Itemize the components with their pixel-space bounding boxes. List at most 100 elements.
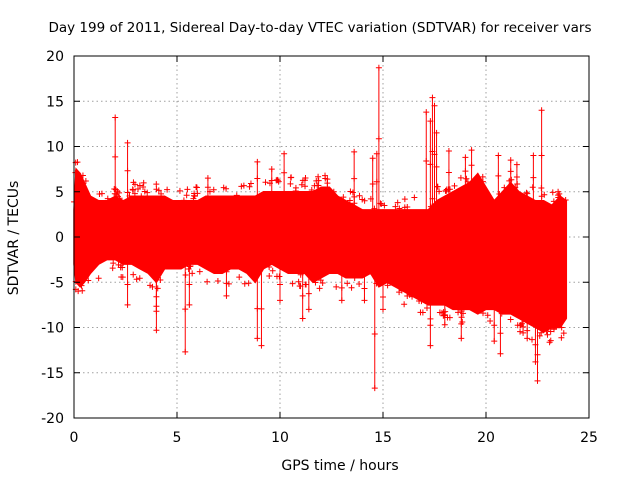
data-point: [507, 316, 514, 323]
spike-point: [468, 147, 475, 154]
data-point: [451, 182, 458, 189]
data-point: [116, 189, 123, 196]
data-point: [562, 196, 569, 203]
data-point: [508, 176, 515, 183]
data-point: [322, 172, 329, 179]
spike-point: [538, 107, 545, 114]
spike-point: [375, 64, 382, 71]
data-point: [546, 339, 553, 346]
spike-point: [491, 338, 498, 345]
spike-point: [351, 175, 358, 182]
spike-point: [534, 351, 541, 358]
x-tick-label: 0: [70, 430, 79, 446]
data-point: [153, 181, 160, 188]
spike-point: [427, 322, 434, 329]
data-point: [136, 275, 143, 282]
spike-point: [431, 102, 438, 109]
data-point: [298, 181, 305, 188]
data-point: [480, 310, 487, 317]
data-point: [384, 282, 391, 289]
data-point: [518, 320, 525, 327]
data-point: [333, 283, 340, 290]
spike-point: [268, 166, 275, 173]
data-point: [140, 183, 147, 190]
data-point: [501, 184, 508, 191]
data-band: [73, 167, 568, 333]
spike-point: [223, 292, 230, 299]
data-point: [104, 195, 111, 202]
data-point: [276, 273, 283, 280]
x-tick-label: 10: [271, 430, 289, 446]
data-point: [236, 274, 243, 281]
data-point: [79, 287, 86, 294]
data-point: [547, 328, 554, 335]
spike-point: [186, 281, 193, 288]
data-point: [349, 189, 356, 196]
data-point: [401, 196, 408, 203]
data-point: [479, 173, 486, 180]
data-point: [295, 278, 302, 285]
spike-point: [520, 323, 527, 330]
spike-point: [112, 153, 119, 160]
spike-point: [124, 281, 131, 288]
data-point: [423, 305, 430, 312]
axis-ticks: 0 5 10 15 20 25 -20 -15 -10 -5 0 5 10 15 20: [41, 49, 598, 446]
spike-point: [299, 315, 306, 322]
data-point: [98, 190, 105, 197]
data-point: [140, 179, 147, 186]
spike-point: [534, 377, 541, 384]
data-point: [498, 310, 505, 317]
data-point: [427, 203, 434, 210]
spike-point: [305, 306, 312, 313]
data-point: [529, 184, 536, 191]
data-point: [109, 265, 116, 272]
data-point: [193, 184, 200, 191]
y-tick-label: -5: [50, 275, 64, 291]
data-point: [72, 169, 79, 176]
spike-point: [423, 109, 430, 116]
data-point: [157, 277, 164, 284]
data-point: [404, 292, 411, 299]
data-point: [189, 270, 196, 277]
data-point: [180, 197, 187, 204]
data-point: [316, 285, 323, 292]
data-point: [396, 205, 403, 212]
data-point: [560, 330, 567, 337]
spike-point: [281, 150, 288, 157]
data-point: [130, 187, 137, 194]
spike-point: [153, 327, 160, 334]
spike-point: [495, 152, 502, 159]
spike-point: [380, 306, 386, 313]
y-tick-label: -15: [41, 366, 64, 382]
spike-point: [369, 155, 376, 162]
data-point: [517, 328, 524, 335]
data-point: [292, 184, 299, 191]
spike-point: [268, 177, 275, 184]
spike-point: [445, 169, 452, 176]
data-point: [135, 185, 142, 192]
data-point: [436, 188, 443, 195]
spike-point: [299, 292, 306, 299]
data-point: [558, 334, 565, 341]
spike-point: [338, 297, 345, 304]
spike-point: [458, 320, 465, 327]
spike-point: [468, 162, 475, 169]
spike-point: [305, 290, 312, 297]
data-point: [116, 195, 123, 202]
data-point: [191, 193, 198, 200]
data-point: [130, 271, 137, 278]
data-point: [418, 298, 425, 305]
data-point: [524, 190, 531, 197]
spike-point: [254, 335, 261, 342]
spike-point: [427, 342, 434, 349]
data-point: [183, 192, 190, 199]
spike-point: [530, 174, 537, 181]
y-axis-label: SDTVAR / TECUs: [6, 181, 22, 296]
spike-point: [254, 175, 261, 182]
data-point: [348, 284, 355, 291]
data-point: [434, 183, 441, 190]
data-point: [266, 263, 273, 270]
data-point: [446, 186, 453, 193]
spike-point: [361, 297, 368, 304]
